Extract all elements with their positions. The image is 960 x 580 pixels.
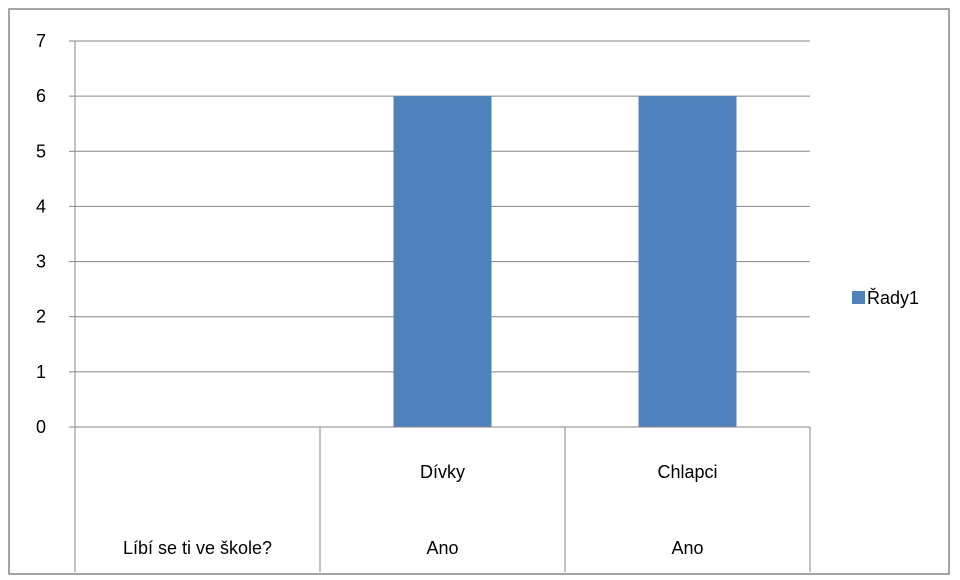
y-tick-label: 7: [36, 31, 46, 51]
bar: [393, 96, 492, 428]
y-tick-label: 1: [36, 362, 46, 382]
axes: [74, 41, 810, 428]
category-label-inner: Dívky: [420, 462, 465, 482]
y-tick-label: 3: [36, 252, 46, 272]
category-label-outer: Ano: [671, 538, 703, 558]
y-tick-label: 5: [36, 141, 46, 161]
y-tick-label: 4: [36, 196, 46, 216]
y-tick-label: 0: [36, 417, 46, 437]
category-label-outer: Líbí se ti ve škole?: [123, 538, 272, 558]
bar: [638, 96, 737, 428]
y-tick-label: 6: [36, 86, 46, 106]
category-axis: Dívky Chlapci Líbí se ti ve škole? Ano Ano: [74, 427, 811, 572]
legend-label-series-1: Řady1: [867, 288, 919, 308]
bars: [393, 96, 737, 428]
legend-swatch-series-1: [852, 291, 865, 304]
y-tick-label: 2: [36, 307, 46, 327]
category-label-outer: Ano: [426, 538, 458, 558]
category-label-inner: Chlapci: [657, 462, 717, 482]
y-axis-tick-labels: 0 1 2 3 4 5 6 7: [36, 31, 46, 437]
legend: Řady1: [852, 288, 919, 308]
